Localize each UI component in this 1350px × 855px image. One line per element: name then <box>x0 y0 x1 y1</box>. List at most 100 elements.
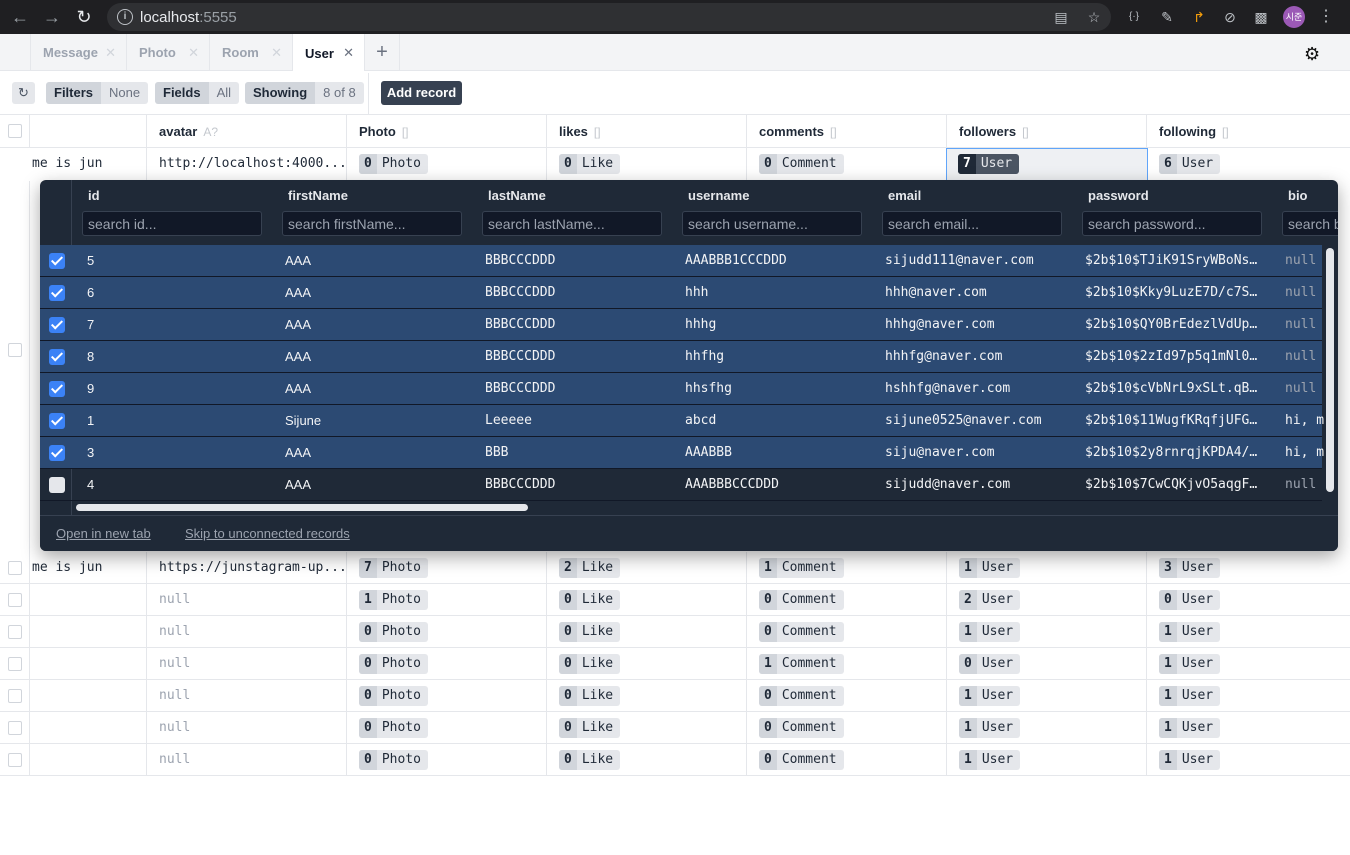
comments-cell[interactable]: 1 Comment <box>747 648 947 680</box>
translate-icon[interactable]: ▤ <box>1054 9 1068 25</box>
search-bio-input[interactable] <box>1282 211 1338 236</box>
avatar-cell[interactable]: null <box>147 744 347 776</box>
checked-checkbox[interactable] <box>49 381 65 397</box>
likes-cell[interactable]: 0 Like <box>547 648 747 680</box>
comments-cell[interactable]: 0 Comment <box>747 616 947 648</box>
tab-message[interactable]: Message ✕ <box>30 34 126 71</box>
following-cell[interactable]: 1 User <box>1147 648 1350 680</box>
unchecked-checkbox[interactable] <box>49 477 65 493</box>
checked-checkbox[interactable] <box>49 285 65 301</box>
checked-checkbox[interactable] <box>49 445 65 461</box>
comments-cell[interactable]: 0 Comment <box>747 148 947 180</box>
column-header-likes[interactable]: likes[] <box>547 115 747 148</box>
settings-gear-icon[interactable]: ⚙ <box>1304 44 1321 64</box>
photo-cell[interactable]: 0 Photo <box>347 680 547 712</box>
tab-user[interactable]: User ✕ <box>292 34 364 72</box>
table-row-expanded[interactable]: me is jun http://localhost:4000... 0 Phot… <box>0 148 1350 182</box>
checked-checkbox[interactable] <box>49 317 65 333</box>
horizontal-scrollbar[interactable] <box>76 504 528 511</box>
table-row[interactable]: null 1 Photo 0 Like 0 Comment 2 User 0 User <box>0 584 1350 616</box>
likes-cell[interactable]: 0 Like <box>547 148 747 180</box>
table-row[interactable]: null 0 Photo 0 Like 0 Comment 1 User 1 User <box>0 616 1350 648</box>
forward-icon[interactable]: → <box>43 6 61 27</box>
showing-button[interactable]: Showing 8 of 8 <box>245 82 364 104</box>
bio-cell[interactable] <box>30 680 147 712</box>
followers-cell[interactable]: 2 User <box>947 584 1147 616</box>
likes-cell[interactable]: 0 Like <box>547 712 747 744</box>
vertical-scrollbar[interactable] <box>1326 248 1334 492</box>
row-checkbox[interactable] <box>8 753 22 767</box>
back-icon[interactable]: ← <box>11 6 29 27</box>
search-username-input[interactable] <box>682 211 862 236</box>
following-cell[interactable]: 3 User <box>1147 552 1350 584</box>
popup-record-row[interactable]: 3 AAA BBB AAABBB siju@naver.com $2b$10$2y8rnr… <box>40 437 1324 469</box>
photo-cell[interactable]: 1 Photo <box>347 584 547 616</box>
followers-cell[interactable]: 1 User <box>947 680 1147 712</box>
likes-cell[interactable]: 2 Like <box>547 552 747 584</box>
extension-blocked-icon[interactable]: ⊘ <box>1224 9 1236 25</box>
followers-cell[interactable]: 0 User <box>947 648 1147 680</box>
bio-cell[interactable] <box>30 616 147 648</box>
avatar-cell[interactable]: null <box>147 712 347 744</box>
bio-cell[interactable] <box>30 648 147 680</box>
refresh-icon[interactable]: ↻ <box>12 82 35 104</box>
select-all-checkbox[interactable] <box>8 124 22 138</box>
profile-avatar[interactable]: 시준 <box>1283 6 1305 28</box>
add-record-button[interactable]: Add record <box>381 81 462 105</box>
bio-cell[interactable] <box>30 744 147 776</box>
bio-cell[interactable] <box>30 712 147 744</box>
popup-column-label[interactable]: lastName <box>488 188 546 203</box>
table-row[interactable]: null 0 Photo 0 Like 1 Comment 0 User 1 User <box>0 648 1350 680</box>
photo-cell[interactable]: 0 Photo <box>347 616 547 648</box>
likes-cell[interactable]: 0 Like <box>547 744 747 776</box>
search-lastname-input[interactable] <box>482 211 662 236</box>
popup-column-label[interactable]: firstName <box>288 188 348 203</box>
search-id-input[interactable] <box>82 211 262 236</box>
row-checkbox[interactable] <box>8 561 22 575</box>
row-checkbox[interactable] <box>8 689 22 703</box>
following-cell[interactable]: 1 User <box>1147 744 1350 776</box>
likes-cell[interactable]: 0 Like <box>547 616 747 648</box>
likes-cell[interactable]: 0 Like <box>547 584 747 616</box>
popup-record-row[interactable]: 9 AAA BBBCCCDDD hhsfhg hshhfg@naver.com $2b$1… <box>40 373 1322 405</box>
photo-cell[interactable]: 0 Photo <box>347 744 547 776</box>
avatar-cell[interactable]: https://junstagram-up... <box>147 552 347 584</box>
site-info-icon[interactable]: i <box>117 9 133 25</box>
table-row[interactable]: null 0 Photo 0 Like 0 Comment 1 User 1 User <box>0 744 1350 776</box>
followers-cell-selected[interactable]: 7 User <box>946 148 1148 182</box>
search-firstname-input[interactable] <box>282 211 462 236</box>
open-in-new-tab-link[interactable]: Open in new tab <box>56 526 151 541</box>
bio-cell[interactable] <box>30 584 147 616</box>
filters-button[interactable]: Filters None <box>46 82 149 104</box>
avatar-cell[interactable]: http://localhost:4000... <box>147 148 347 180</box>
following-cell[interactable]: 1 User <box>1147 712 1350 744</box>
following-cell[interactable]: 0 User <box>1147 584 1350 616</box>
table-row[interactable]: null 0 Photo 0 Like 0 Comment 1 User 1 User <box>0 680 1350 712</box>
comments-cell[interactable]: 1 Comment <box>747 552 947 584</box>
fields-button[interactable]: Fields All <box>155 82 240 104</box>
avatar-cell[interactable]: null <box>147 584 347 616</box>
checked-checkbox[interactable] <box>49 253 65 269</box>
extensions-puzzle-icon[interactable]: ▩ <box>1254 9 1268 25</box>
comments-cell[interactable]: 0 Comment <box>747 744 947 776</box>
tab-room[interactable]: Room ✕ <box>209 34 292 71</box>
new-tab-plus-icon[interactable]: + <box>364 34 400 71</box>
avatar-cell[interactable]: null <box>147 680 347 712</box>
column-header-followers[interactable]: followers[] <box>947 115 1147 148</box>
close-icon[interactable]: ✕ <box>188 45 199 60</box>
popup-record-row[interactable]: 6 AAA BBBCCCDDD hhh hhh@naver.com $2b$10$Kky9… <box>40 277 1322 309</box>
avatar-cell[interactable]: null <box>147 616 347 648</box>
extension-code-icon[interactable]: {·} <box>1128 11 1139 22</box>
search-password-input[interactable] <box>1082 211 1262 236</box>
row-checkbox[interactable] <box>8 343 22 357</box>
popup-column-label[interactable]: id <box>88 188 100 203</box>
popup-record-row[interactable]: 1 Sijune Leeeee abcd sijune0525@naver.com $2b… <box>40 405 1324 437</box>
followers-cell[interactable]: 1 User <box>947 616 1147 648</box>
close-icon[interactable]: ✕ <box>271 45 282 60</box>
photo-cell[interactable]: 0 Photo <box>347 148 547 180</box>
row-checkbox[interactable] <box>8 593 22 607</box>
following-cell[interactable]: 1 User <box>1147 680 1350 712</box>
bio-cell[interactable]: me is jun <box>30 148 147 180</box>
more-menu-icon[interactable]: ⋮ <box>1318 8 1334 25</box>
row-checkbox[interactable] <box>8 657 22 671</box>
